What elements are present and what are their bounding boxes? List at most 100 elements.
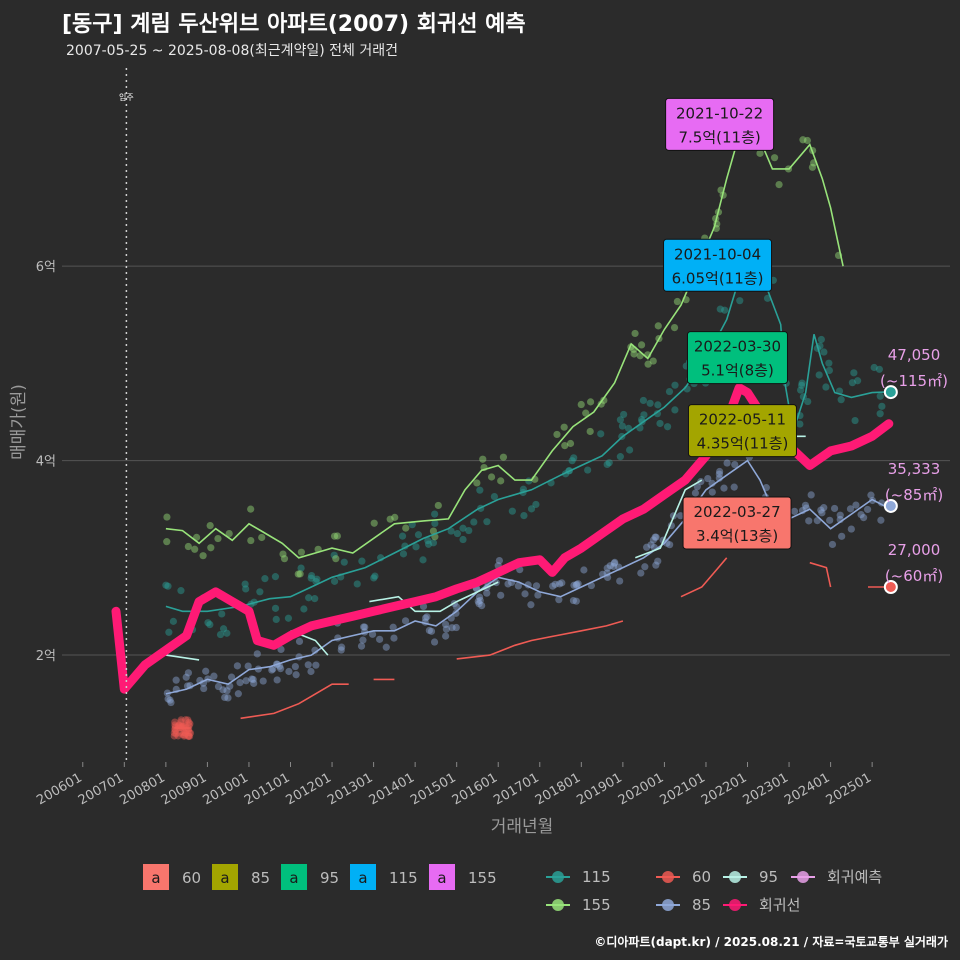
scatter-point <box>534 591 542 599</box>
scatter-point <box>224 694 232 702</box>
annotation-box <box>682 496 792 550</box>
scatter-point <box>386 515 394 523</box>
x-tick-label: 200901 <box>159 770 209 808</box>
x-tick-label: 201301 <box>325 770 375 808</box>
scatter-point <box>499 453 508 461</box>
legend-area-swatch <box>143 864 169 890</box>
scatter-point <box>219 686 227 694</box>
scatter-point <box>803 136 811 145</box>
scatter-point <box>798 379 806 387</box>
scatter-point <box>483 589 491 597</box>
x-tick-label: 201901 <box>574 770 624 808</box>
scatter-point <box>818 509 826 517</box>
scatter-point <box>609 562 618 571</box>
scatter-point <box>421 614 430 622</box>
scatter-point <box>414 531 423 539</box>
annotation-date: 2022-05-11 <box>699 411 786 429</box>
scatter-point <box>242 585 250 593</box>
scatter-point <box>569 596 578 605</box>
scatter-point <box>398 532 407 540</box>
scatter-point <box>280 555 289 563</box>
scatter-point <box>425 626 433 635</box>
scatter-point <box>256 588 264 596</box>
scatter-point <box>801 501 810 509</box>
scatter-point <box>875 365 883 373</box>
scatter-point <box>184 732 192 741</box>
scatter-point <box>566 439 575 448</box>
scatter-point <box>670 323 679 332</box>
scatter-point <box>618 422 627 430</box>
scatter-point <box>730 483 738 491</box>
scatter-point <box>820 348 828 356</box>
scatter-point <box>430 638 439 646</box>
x-tick-label: 200601 <box>34 770 84 808</box>
scatter-point <box>848 379 856 387</box>
legend-line-dot <box>797 871 809 883</box>
scatter-point <box>452 609 460 617</box>
scatter-point <box>663 423 672 431</box>
scatter-point <box>770 154 779 162</box>
scatter-point <box>731 460 739 469</box>
scatter-point <box>651 533 659 541</box>
scatter-point <box>665 387 674 396</box>
annotation-box <box>686 331 788 385</box>
x-tick-label: 202001 <box>616 770 666 808</box>
annotation-date: 2021-10-22 <box>676 104 763 122</box>
scatter-point <box>736 297 744 305</box>
scatter-point <box>163 538 171 546</box>
scatter-point <box>297 564 305 572</box>
scatter-point <box>716 467 724 476</box>
scatter-point <box>359 636 367 644</box>
scatter-point <box>820 504 828 512</box>
scatter-point <box>340 558 348 566</box>
scatter-point <box>191 545 199 553</box>
scatter-point <box>361 623 369 631</box>
scatter-point <box>826 516 834 524</box>
legend-line-label: 85 <box>692 896 711 914</box>
scatter-point <box>474 597 482 605</box>
scatter-point <box>838 532 846 540</box>
scatter-point <box>247 536 255 545</box>
scatter-point <box>597 400 605 408</box>
scatter-point <box>442 620 450 629</box>
scatter-point <box>852 501 860 509</box>
scatter-point <box>330 551 338 559</box>
scatter-point <box>693 483 701 491</box>
forecast-area-label: (~115㎡) <box>880 372 948 390</box>
scatter-point <box>697 478 705 486</box>
scatter-point <box>276 665 285 673</box>
scatter-point <box>170 732 178 740</box>
annotation-date: 2022-03-27 <box>693 503 780 521</box>
scatter-point <box>214 534 222 543</box>
scatter-point <box>527 601 535 609</box>
x-tick-label: 201601 <box>450 770 500 808</box>
scatter-point <box>219 625 228 633</box>
scatter-point <box>401 617 410 625</box>
x-tick-label: 201701 <box>491 770 541 808</box>
scatter-point <box>504 580 512 588</box>
scatter-point <box>337 643 346 651</box>
scatter-point <box>175 721 183 729</box>
scatter-point <box>815 371 823 379</box>
scatter-point <box>353 580 361 588</box>
x-tick-label: 201501 <box>408 770 458 808</box>
x-axis-title: 거래년월 <box>491 817 554 837</box>
annotation-price: 3.4억(13층) <box>696 527 778 545</box>
scatter-point <box>573 580 581 589</box>
scatter-point <box>652 561 660 569</box>
scatter-point <box>854 377 862 385</box>
scatter-point <box>551 580 559 588</box>
scatter-point <box>671 381 679 389</box>
scatter-point <box>555 580 564 588</box>
scatter-point <box>185 725 193 733</box>
legend-area-swatch <box>281 864 307 890</box>
legend-line-dot <box>662 899 674 911</box>
scatter-point <box>561 442 569 450</box>
scatter-point <box>218 610 226 618</box>
scatter-point <box>620 410 628 419</box>
x-tick-label: 202301 <box>741 770 791 808</box>
annotation-price: 6.05억(11층) <box>672 269 764 287</box>
scatter-point <box>626 446 634 454</box>
scatter-point <box>216 630 225 639</box>
scatter-point <box>180 728 188 737</box>
